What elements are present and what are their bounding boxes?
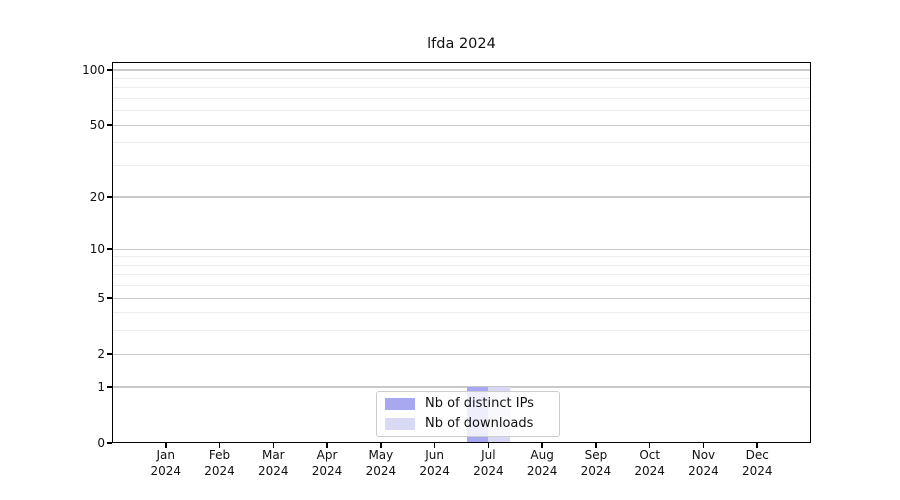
x-tick-mark (487, 443, 490, 448)
chart-title: lfda 2024 (427, 36, 496, 52)
x-tick-label: May 2024 (354, 448, 408, 479)
x-tick-month: Feb (208, 448, 231, 462)
minor-gridline (112, 330, 811, 332)
y-tick-label: 1 (97, 379, 105, 394)
plot-area (112, 62, 811, 443)
y-tick-label: 0 (97, 436, 105, 450)
x-tick-year: 2024 (526, 463, 558, 478)
x-tick-mark (218, 443, 221, 448)
minor-gridline (112, 110, 811, 112)
x-tick-year: 2024 (634, 463, 665, 478)
major-gridline (112, 196, 811, 198)
minor-gridline (112, 77, 811, 79)
major-gridline (112, 248, 811, 250)
x-tick-year: 2024 (258, 463, 289, 478)
major-gridline (112, 386, 811, 388)
y-tick-mark (107, 124, 112, 126)
legend: Nb of distinct IPs Nb of downloads (376, 391, 560, 437)
x-tick-mark (648, 443, 651, 448)
x-tick-month: Aug (530, 448, 554, 462)
legend-item-distinct-ips: Nb of distinct IPs (385, 396, 551, 412)
minor-gridline (112, 87, 811, 89)
legend-item-downloads: Nb of downloads (385, 416, 551, 432)
x-tick-label: Jul 2024 (461, 448, 515, 479)
x-tick-label: Aug 2024 (515, 448, 569, 479)
x-tick-month: Nov (691, 448, 716, 462)
x-tick-mark (756, 443, 758, 448)
x-tick-month: Dec (745, 448, 769, 462)
major-gridline (112, 353, 811, 355)
x-tick-year: 2024 (150, 463, 182, 478)
legend-swatch-downloads (385, 418, 415, 430)
x-tick-label: Dec 2024 (730, 448, 784, 479)
x-tick-year: 2024 (311, 463, 343, 478)
x-tick-mark (326, 443, 328, 448)
major-gridline (112, 69, 811, 71)
y-tick-mark (107, 196, 112, 198)
y-tick-label: 50 (89, 118, 105, 133)
minor-gridline (112, 256, 811, 258)
x-tick-label: Apr 2024 (300, 448, 354, 479)
x-tick-label: Nov 2024 (676, 448, 730, 479)
x-tick-year: 2024 (473, 463, 504, 478)
y-tick-mark (107, 69, 112, 71)
x-tick-month: Sep (584, 448, 608, 462)
x-tick-mark (380, 443, 382, 448)
x-tick-year: 2024 (419, 463, 450, 478)
major-gridline (112, 124, 811, 126)
x-tick-mark (541, 443, 543, 448)
minor-gridline (112, 274, 811, 276)
x-tick-month: Mar (261, 448, 285, 462)
y-tick-label: 100 (82, 62, 105, 77)
y-tick-mark (107, 248, 112, 250)
minor-gridline (112, 164, 811, 166)
x-tick-year: 2024 (365, 463, 397, 478)
y-tick-label: 20 (89, 189, 105, 204)
y-tick-label: 10 (89, 242, 105, 257)
minor-gridline (112, 285, 811, 287)
legend-label-downloads: Nb of downloads (425, 416, 534, 431)
x-tick-label: Jan 2024 (139, 448, 193, 479)
y-tick-mark (107, 442, 112, 444)
minor-gridline (112, 264, 811, 266)
x-tick-year: 2024 (741, 463, 773, 478)
x-tick-label: Feb 2024 (193, 448, 247, 479)
minor-gridline (112, 142, 811, 144)
x-tick-label: Mar 2024 (246, 448, 300, 479)
y-tick-label: 5 (97, 291, 105, 306)
x-tick-month: Apr (316, 448, 338, 462)
minor-gridline (112, 97, 811, 99)
y-tick-label: 2 (97, 347, 105, 362)
x-tick-mark (702, 443, 705, 448)
x-tick-year: 2024 (580, 463, 612, 478)
x-tick-year: 2024 (204, 463, 235, 478)
x-tick-month: Jan (156, 448, 176, 462)
x-tick-month: Jul (481, 448, 496, 462)
x-tick-month: May (368, 448, 394, 462)
y-tick-mark (107, 386, 112, 388)
x-tick-month: Jun (425, 448, 444, 462)
x-tick-month: Oct (639, 448, 661, 462)
x-tick-mark (272, 443, 275, 448)
x-tick-label: Jun 2024 (408, 448, 462, 479)
major-gridline (112, 297, 811, 299)
x-tick-label: Sep 2024 (569, 448, 623, 479)
x-tick-mark (433, 443, 436, 448)
x-tick-label: Oct 2024 (623, 448, 677, 479)
x-tick-mark (595, 443, 597, 448)
x-tick-mark (165, 443, 167, 448)
minor-gridline (112, 312, 811, 314)
y-tick-mark (107, 297, 112, 299)
x-tick-year: 2024 (688, 463, 719, 478)
y-tick-mark (107, 353, 112, 355)
legend-swatch-distinct-ips (385, 398, 415, 410)
legend-label-distinct-ips: Nb of distinct IPs (425, 396, 534, 411)
